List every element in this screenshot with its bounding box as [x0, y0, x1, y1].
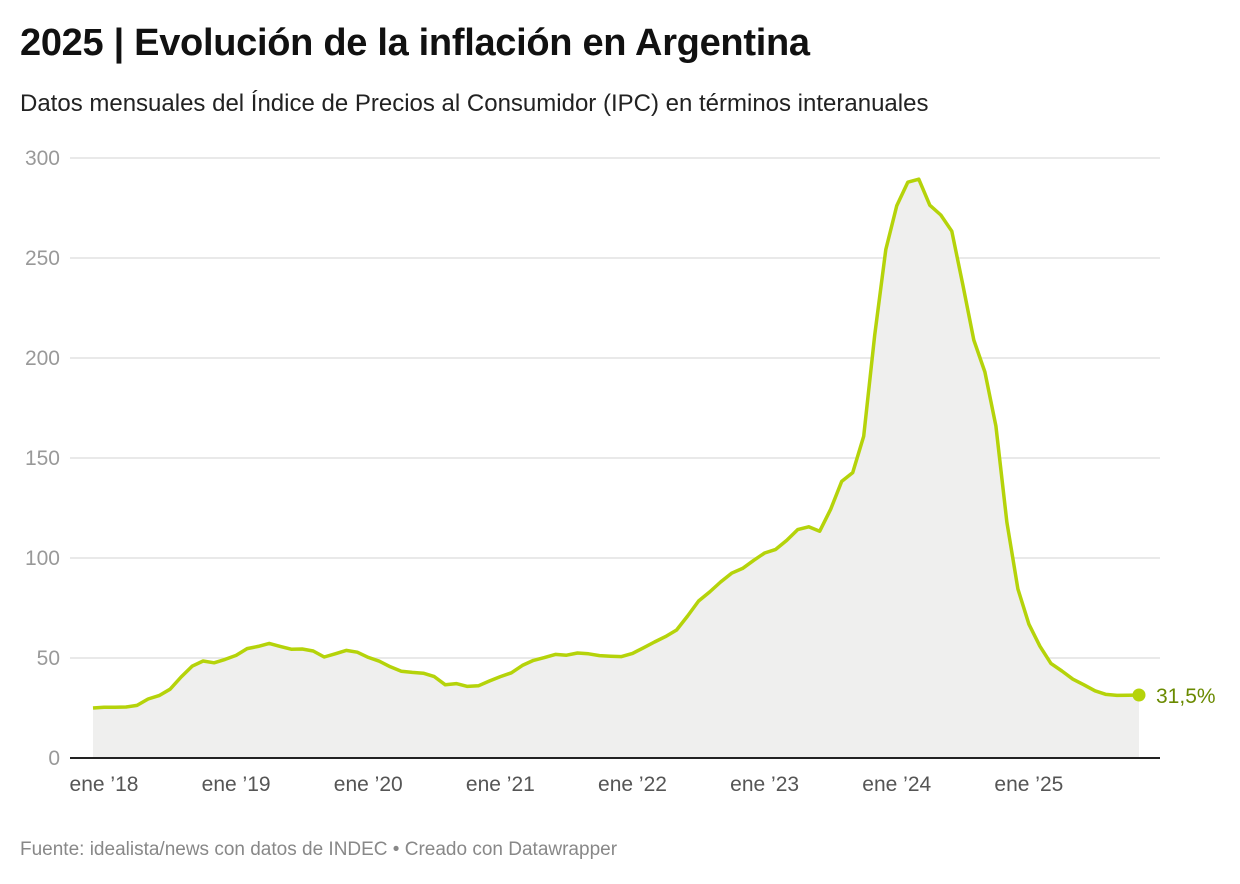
last-value-label: 31,5%	[1156, 685, 1216, 708]
x-tick-label: ene ’18	[70, 773, 139, 796]
x-tick-label: ene ’25	[994, 773, 1063, 796]
x-tick-label: ene ’19	[202, 773, 271, 796]
y-tick-label: 300	[25, 147, 60, 170]
y-tick-label: 150	[25, 447, 60, 470]
y-tick-label: 50	[37, 647, 60, 670]
y-tick-label: 0	[48, 747, 60, 770]
chart-subtitle: Datos mensuales del Índice de Precios al…	[20, 90, 929, 117]
chart-footer: Fuente: idealista/news con datos de INDE…	[20, 839, 618, 860]
x-tick-label: ene ’21	[466, 773, 535, 796]
x-tick-label: ene ’22	[598, 773, 667, 796]
y-tick-label: 250	[25, 247, 60, 270]
y-tick-label: 100	[25, 547, 60, 570]
series-line	[92, 177, 1140, 710]
y-tick-label: 200	[25, 347, 60, 370]
x-tick-label: ene ’20	[334, 773, 403, 796]
x-tick-label: ene ’24	[862, 773, 931, 796]
chart-title: 2025 | Evolución de la inflación en Arge…	[20, 22, 810, 64]
x-tick-label: ene ’23	[730, 773, 799, 796]
area-fill	[93, 179, 1139, 758]
last-point-marker	[1132, 688, 1146, 702]
